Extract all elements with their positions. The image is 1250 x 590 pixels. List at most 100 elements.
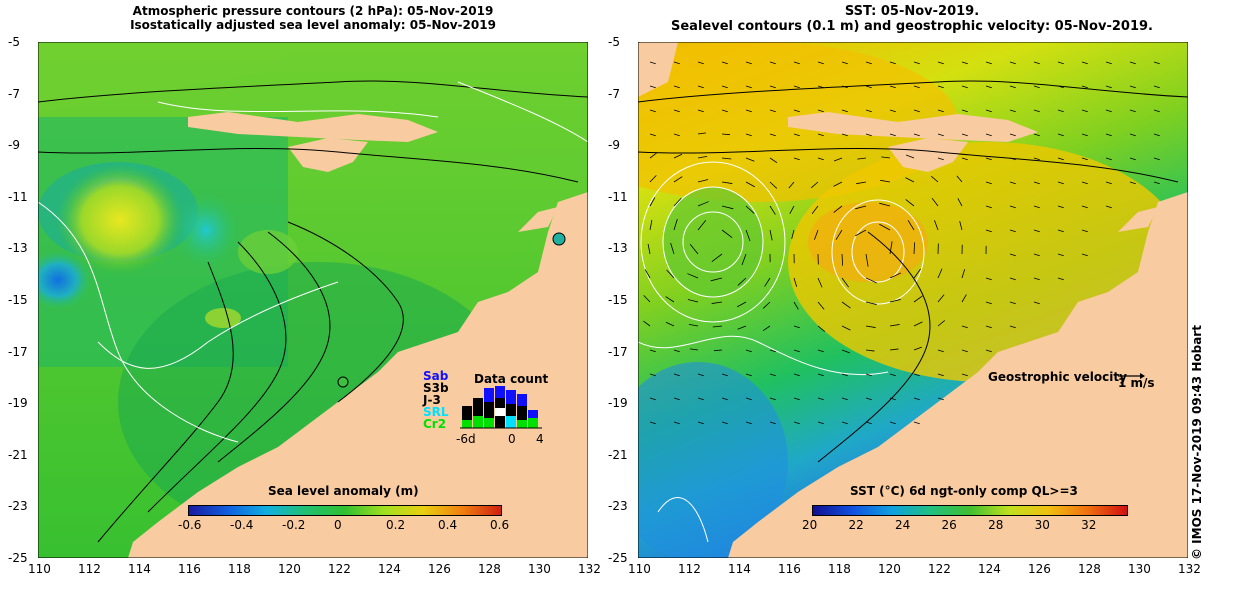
velocity-arrow bbox=[1057, 61, 1064, 65]
velocity-arrow bbox=[673, 197, 682, 207]
lon-tick-label: 118 bbox=[228, 562, 251, 576]
velocity-arrow bbox=[762, 301, 771, 309]
velocity-arrow bbox=[913, 321, 923, 327]
velocity-arrow bbox=[879, 223, 891, 231]
velocity-arrow bbox=[793, 109, 800, 113]
velocity-arrow bbox=[1009, 325, 1016, 329]
velocity-arrow bbox=[889, 324, 900, 327]
lon-tick-label: 128 bbox=[1078, 562, 1101, 576]
velocity-arrow bbox=[745, 109, 752, 113]
colorbar-tick-label: -0.4 bbox=[230, 518, 254, 532]
velocity-arrow bbox=[1105, 181, 1112, 185]
velocity-arrow bbox=[905, 154, 915, 159]
lat-tick-label: -9 bbox=[8, 138, 20, 153]
velocity-arrow bbox=[745, 181, 756, 188]
velocity-arrow bbox=[865, 253, 869, 267]
velocity-arrow bbox=[1057, 229, 1064, 233]
velocity-legend-label: Geostrophic velocity bbox=[988, 370, 1127, 384]
lat-tick-label: -19 bbox=[608, 396, 628, 411]
colorbar-tick-label: 0.2 bbox=[386, 518, 406, 532]
velocity-arrow bbox=[791, 229, 795, 239]
velocity-arrow bbox=[811, 205, 819, 214]
satellite-s3b: S3b bbox=[423, 381, 449, 395]
velocity-arrow bbox=[985, 109, 992, 113]
velocity-arrow bbox=[833, 157, 843, 162]
velocity-arrow bbox=[1105, 157, 1112, 161]
velocity-arrow bbox=[721, 109, 728, 113]
velocity-arrow bbox=[673, 85, 680, 89]
velocity-arrow bbox=[841, 277, 849, 288]
velocity-arrow bbox=[889, 133, 896, 137]
velocity-arrow bbox=[745, 61, 752, 65]
velocity-arrow bbox=[913, 295, 923, 303]
velocity-arrow bbox=[745, 85, 752, 89]
velocity-arrow bbox=[841, 421, 848, 425]
colorbar-tick-label: 28 bbox=[988, 518, 1004, 532]
velocity-arrow bbox=[961, 157, 968, 161]
velocity-arrow bbox=[1129, 181, 1136, 185]
velocity-arrow bbox=[689, 348, 699, 351]
velocity-arrow bbox=[865, 85, 872, 89]
velocity-arrow bbox=[841, 301, 851, 309]
velocity-arrow bbox=[769, 157, 778, 164]
lon-tick-label: 114 bbox=[128, 562, 151, 576]
velocity-arrow bbox=[937, 61, 944, 65]
velocity-arrow bbox=[1033, 181, 1040, 185]
velocity-arrow bbox=[789, 205, 795, 214]
lat-tick-label: -5 bbox=[8, 35, 20, 49]
velocity-arrow bbox=[934, 220, 939, 231]
velocity-arrow bbox=[817, 157, 824, 161]
velocity-arrow bbox=[930, 175, 939, 183]
lat-tick-label: -25 bbox=[8, 551, 28, 565]
velocity-arrow bbox=[793, 85, 800, 89]
velocity-arrow bbox=[697, 61, 704, 65]
velocity-arrow bbox=[857, 157, 867, 160]
velocity-arrow bbox=[769, 133, 776, 137]
sst-colorbar bbox=[812, 505, 1128, 516]
velocity-arrow bbox=[769, 421, 776, 425]
velocity-arrow bbox=[1009, 61, 1016, 65]
lat-tick-label: -13 bbox=[8, 241, 28, 256]
velocity-arrow bbox=[841, 349, 850, 354]
colorbar-tick-label: -0.6 bbox=[178, 518, 202, 532]
velocity-arrow bbox=[673, 109, 680, 113]
velocity-arrow bbox=[736, 301, 747, 308]
velocity-arrow bbox=[697, 85, 704, 89]
velocity-arrow bbox=[1129, 133, 1136, 137]
velocity-arrow bbox=[793, 61, 800, 65]
velocity-arrow bbox=[1081, 181, 1088, 185]
velocity-arrow bbox=[817, 61, 824, 65]
velocity-arrow bbox=[793, 325, 800, 329]
velocity-arrow bbox=[841, 133, 848, 137]
velocity-arrow bbox=[835, 229, 843, 240]
velocity-arrow bbox=[865, 133, 872, 137]
velocity-arrow bbox=[649, 397, 656, 401]
lat-tick-label: -11 bbox=[608, 189, 628, 204]
velocity-arrow bbox=[712, 325, 723, 328]
velocity-arrow bbox=[841, 85, 848, 89]
velocity-arrow bbox=[985, 157, 992, 161]
velocity-arrow bbox=[745, 205, 755, 214]
velocity-arrow bbox=[961, 373, 968, 377]
velocity-arrow bbox=[697, 179, 709, 183]
lon-tick-label: 116 bbox=[778, 562, 801, 576]
velocity-arrow bbox=[673, 133, 680, 137]
sst-colorbar-label: SST (°C) 6d ngt-only comp QL>=3 bbox=[850, 484, 1078, 498]
velocity-arrow bbox=[985, 205, 992, 209]
velocity-arrow bbox=[666, 269, 675, 279]
velocity-arrow bbox=[889, 109, 896, 113]
velocity-arrow bbox=[985, 229, 992, 233]
sla-colorbar-label: Sea level anomaly (m) bbox=[268, 484, 419, 498]
velocity-arrow bbox=[1105, 133, 1112, 137]
velocity-arrow bbox=[817, 397, 824, 401]
lat-tick-label: -15 bbox=[608, 293, 628, 307]
colorbar-tick-label: 24 bbox=[895, 518, 911, 532]
velocity-arrow bbox=[1033, 109, 1040, 113]
velocity-arrow bbox=[1033, 157, 1040, 161]
velocity-arrow bbox=[937, 349, 944, 353]
velocity-arrow bbox=[1033, 253, 1040, 257]
velocity-arrow bbox=[833, 181, 843, 187]
velocity-arrow bbox=[721, 397, 728, 401]
nusa-tenggara-land bbox=[788, 112, 1038, 142]
lat-tick-label: -17 bbox=[608, 344, 628, 359]
